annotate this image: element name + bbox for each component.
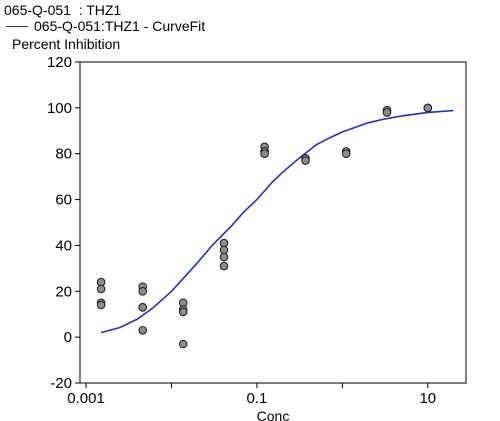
data-point — [178, 307, 188, 317]
x-tick-label: 0.001 — [67, 390, 105, 407]
data-point — [96, 284, 106, 294]
data-point — [219, 261, 229, 271]
data-point — [178, 339, 188, 349]
data-point — [219, 252, 229, 262]
x-tick-label: 10 — [419, 390, 436, 407]
data-point — [96, 300, 106, 310]
points-layer — [96, 103, 433, 349]
legend-entry-curvefit: 065-Q-051:THZ1 - CurveFit — [6, 18, 205, 34]
legend-entry-label: 065-Q-051:THZ1 - CurveFit — [34, 18, 206, 34]
y-axis: -20 0 20 40 60 80 100 120 — [47, 54, 80, 392]
data-point — [260, 149, 269, 158]
legend-line-swatch — [6, 25, 28, 27]
data-point — [341, 149, 351, 158]
data-point — [382, 108, 392, 117]
y-tick-label: 60 — [55, 192, 72, 209]
y-tick-label: 120 — [47, 54, 72, 71]
x-axis-title: Conc — [257, 408, 290, 421]
y-tick-label: 40 — [55, 237, 72, 254]
data-point — [138, 287, 147, 296]
curve-layer — [100, 109, 454, 334]
data-point — [138, 326, 147, 335]
y-tick-label: 0 — [64, 329, 72, 346]
plot-frame — [79, 61, 467, 384]
curve-fit-line — [100, 109, 454, 334]
data-point — [301, 156, 310, 165]
x-tick-label: 0.1 — [246, 390, 267, 407]
data-point — [138, 303, 147, 312]
y-axis-title: Percent Inhibition — [12, 36, 121, 52]
y-tick-label: -20 — [50, 375, 72, 392]
x-axis: 0.001 0.1 10 — [67, 383, 436, 407]
y-tick-label: 80 — [55, 146, 72, 163]
y-tick-label: 20 — [55, 283, 72, 300]
y-tick-label: 100 — [47, 100, 72, 117]
data-point — [423, 103, 433, 113]
chart-title: 065-Q-051 : THZ1 — [4, 2, 122, 18]
